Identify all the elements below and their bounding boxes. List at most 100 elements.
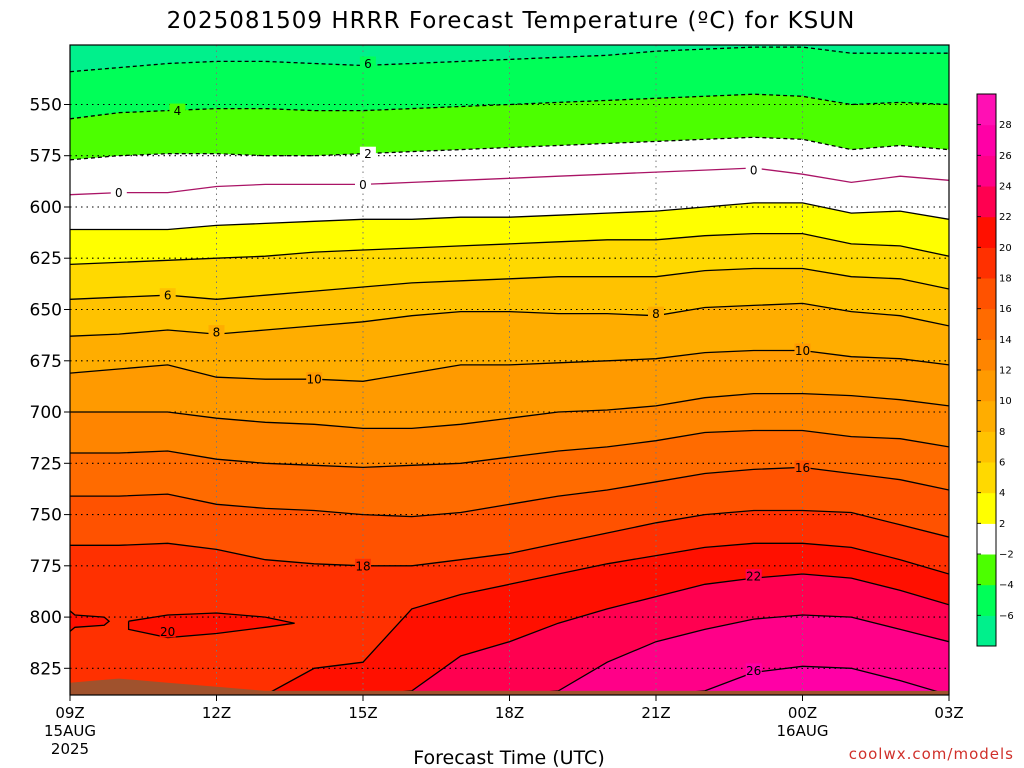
isotherm-0 [70,167,949,196]
isotherm-label-bg [110,185,127,199]
colorbar-tick-label: 12 [999,366,1012,377]
isotherm-12 [70,392,949,430]
colorbar-tick-label: 22 [999,212,1012,223]
isotherm-label: 10 [307,373,322,387]
x-tick-date-label: 16AUG [777,722,829,740]
isotherm-label: 0 [750,164,758,178]
terrain-band [70,678,949,695]
fill-band-22 [70,574,949,695]
colorbar-swatch [977,615,996,647]
isotherm-label-bg [169,103,186,117]
colorbar-tick-label: 8 [999,427,1005,438]
colorbar-swatch [977,186,996,218]
isotherm-label: 10 [795,344,810,358]
x-tick-label: 09Z [55,704,84,722]
fill-band-0 [70,168,949,230]
colorbar-swatch [977,216,996,248]
fill-band--6 [70,47,949,119]
isotherm-label: 6 [364,57,372,71]
colorbar-swatch [977,584,996,616]
colorbar-swatch [977,370,996,402]
isotherm-20 [70,542,949,695]
isotherm-label-bg [648,306,664,320]
colorbar-tick-label: 18 [999,274,1012,285]
isotherm-island-1 [127,612,295,639]
isotherm-label: 2 [364,147,372,161]
colorbar-tick-label: 14 [999,335,1012,346]
fill-band-18 [70,510,949,695]
isotherm-label-bg [745,163,762,177]
y-axis: 550 575 600 625 650 675 700 725 750 775 800 825 [30,96,70,679]
colorbar-swatch [977,308,996,340]
isotherm-label: 8 [213,326,221,340]
isotherm-label-bg [745,569,762,583]
isotherm-label: 18 [355,559,370,573]
isotherm-label: 8 [652,307,660,321]
fill-band-24 [70,615,949,695]
fill-band--4 [70,94,949,160]
y-tick-label: 775 [30,557,62,577]
isotherm-label-bg [794,460,811,474]
x-tick-label: 15Z [348,704,377,722]
colorbar-tick-label: 28 [999,120,1012,131]
isotherm-6 [70,267,949,300]
colorbar-tick-label: 10 [999,396,1012,407]
colorbar-tick-label: −6 [999,611,1014,622]
isotherm-label: 6 [164,289,172,303]
fill-band-26 [70,666,949,695]
colorbar-tick-label: −2 [999,550,1014,561]
colorbar-tick-label: −4 [999,580,1014,591]
isotherm-label: 0 [359,178,367,192]
x-tick-year-label: 2025 [51,740,89,758]
chart-title: 2025081509 HRRR Forecast Temperature (ºC… [167,8,856,34]
isotherm-label-bg [159,288,176,302]
isotherm-label-bg [359,56,376,70]
isotherm-label: 20 [160,625,175,639]
y-tick-label: 800 [30,608,62,628]
x-tick-label: 12Z [202,704,231,722]
colorbar-tick-label: 6 [999,458,1005,469]
colorbar-swatch [977,124,996,156]
y-tick-label: 550 [30,96,62,116]
fill-band-10 [70,350,949,429]
y-tick-label: 600 [30,198,62,218]
colorbar-tick-label: 2 [999,519,1005,530]
temperature-fill-bands [70,45,949,695]
fill-band-6 [70,268,949,337]
fill-band-16 [70,467,949,566]
isotherm-26 [70,665,949,695]
terrain-surface [70,678,949,695]
y-tick-label: 675 [30,352,62,372]
y-tick-label: 750 [30,506,62,526]
isotherm-24 [70,614,949,695]
isotherm-label-bg [159,624,176,638]
colorbar-tick-label: 16 [999,304,1012,315]
colorbar-swatch [977,554,996,586]
isotherm-22 [70,573,949,695]
isotherm-island-0 [70,610,111,632]
x-tick-label: 21Z [641,704,670,722]
colorbar-swatch [977,339,996,371]
colorbar-swatch [977,523,996,555]
fill-band-14 [70,430,949,517]
x-tick-date-label: 15AUG [44,722,96,740]
grid-lines [70,45,949,695]
isotherm-label-bg [745,663,762,677]
isotherm-label-bg [355,177,371,191]
x-axis-label: Forecast Time (UTC) [413,747,604,768]
colorbar-tick-label: 20 [999,243,1012,254]
isotherm-2 [70,202,949,231]
isotherm-label: 26 [746,664,761,678]
colorbar-swatch [977,278,996,310]
isotherm-14 [70,429,949,469]
colorbar-tick-label: 24 [999,182,1012,193]
isotherm-18 [70,509,949,567]
colorbar-swatch [977,400,996,432]
credit-text: coolwx.com/models [849,745,1014,763]
isotherm-label-bg [208,325,225,339]
y-tick-label: 700 [30,403,62,423]
